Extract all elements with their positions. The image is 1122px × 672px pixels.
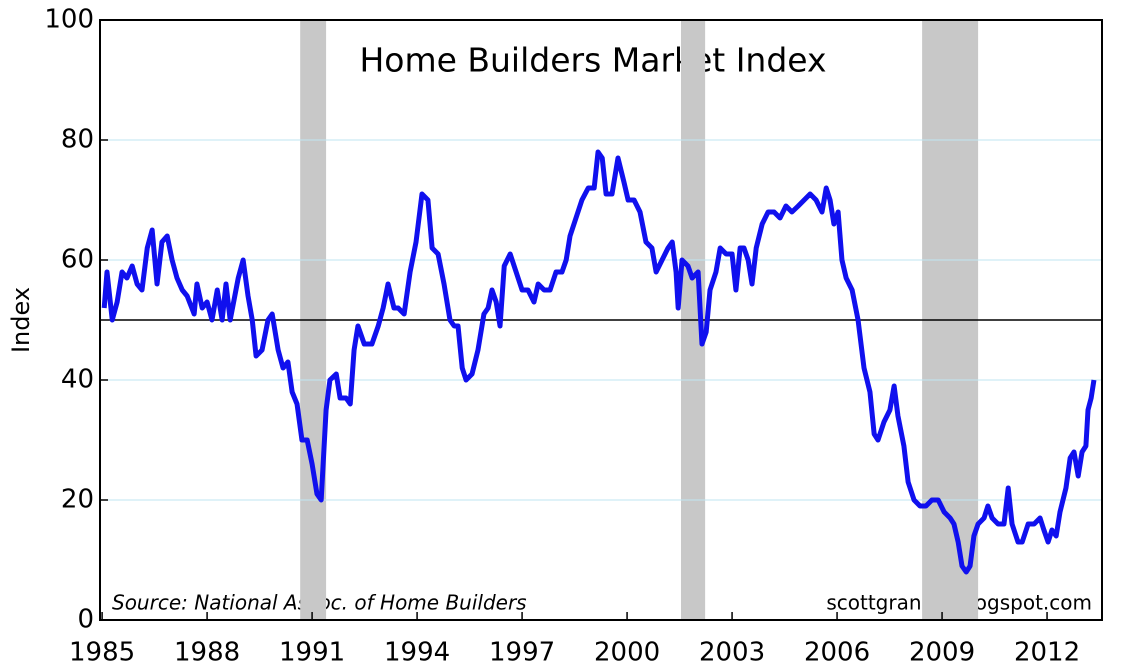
y-tick-label: 40	[61, 365, 94, 395]
x-tick-label: 1988	[174, 638, 240, 668]
x-tick-label: 2006	[804, 638, 870, 668]
y-tick-label: 100	[44, 5, 94, 35]
x-tick-label: 1994	[384, 638, 450, 668]
y-tick-label: 60	[61, 245, 94, 275]
plot-frame	[99, 19, 1103, 621]
x-tick-label: 1991	[279, 638, 345, 668]
y-tick-label: 0	[77, 605, 94, 635]
y-axis-label: Index	[7, 287, 35, 353]
x-tick-label: 1985	[69, 638, 135, 668]
x-tick-label: 2003	[699, 638, 765, 668]
x-tick-label: 2009	[909, 638, 975, 668]
y-tick-label: 20	[61, 485, 94, 515]
y-tick-label: 80	[61, 125, 94, 155]
x-tick-label: 2012	[1014, 638, 1080, 668]
x-tick-label: 1997	[489, 638, 555, 668]
chart-title: Home Builders Market Index	[359, 41, 826, 80]
x-tick-label: 2000	[594, 638, 660, 668]
index-line	[101, 149, 1097, 575]
